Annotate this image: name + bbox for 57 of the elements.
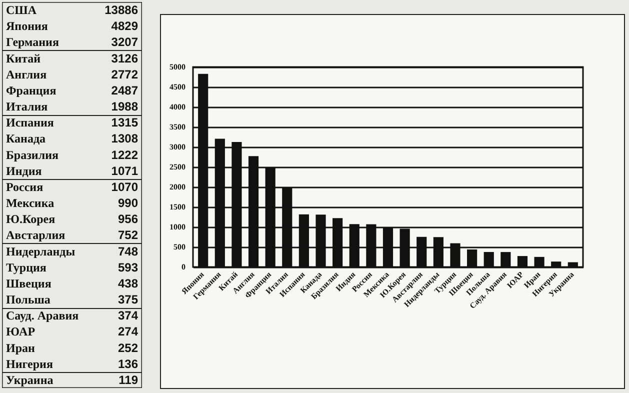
category-label: Нигерия bbox=[6, 356, 54, 371]
category-label: Нидерланды bbox=[6, 244, 76, 258]
category-label: Франция bbox=[6, 83, 57, 98]
data-label: 956 bbox=[118, 212, 138, 226]
category-label: Англия bbox=[6, 67, 48, 82]
y-tick-label: 4500 bbox=[170, 82, 186, 92]
data-label: 375 bbox=[118, 292, 138, 307]
y-tick-label: 500 bbox=[174, 242, 186, 252]
data-label: 1070 bbox=[111, 180, 138, 194]
data-label: 748 bbox=[118, 244, 138, 258]
data-label: 119 bbox=[118, 372, 138, 387]
category-label: Индия bbox=[6, 164, 42, 178]
data-label: 252 bbox=[118, 340, 138, 355]
data-label: 593 bbox=[118, 260, 138, 274]
category-label: Ю.Корея bbox=[6, 212, 56, 226]
data-label: 1308 bbox=[111, 132, 138, 146]
category-label: Россия bbox=[6, 180, 44, 194]
data-label: 136 bbox=[118, 356, 138, 371]
y-tick-label: 3000 bbox=[170, 142, 186, 152]
category-label: Испания bbox=[6, 116, 54, 130]
data-label: 374 bbox=[118, 308, 138, 323]
data-label: 1222 bbox=[111, 148, 138, 162]
data-label: 1071 bbox=[111, 164, 138, 178]
data-label: 2487 bbox=[111, 83, 138, 98]
category-label: Германия bbox=[6, 35, 60, 50]
y-tick-label: 1000 bbox=[170, 222, 186, 232]
category-label: Австарлия bbox=[6, 228, 66, 242]
category-label: Китай bbox=[6, 51, 41, 66]
data-label: 2772 bbox=[111, 67, 138, 82]
y-tick-label: 1500 bbox=[170, 202, 186, 212]
y-tick-label: 5000 bbox=[170, 62, 186, 72]
y-tick-label: 2500 bbox=[170, 162, 186, 172]
data-label: 1988 bbox=[111, 100, 138, 114]
category-label: США bbox=[6, 3, 37, 18]
data-label: 3207 bbox=[111, 35, 138, 50]
data-label: 990 bbox=[118, 196, 138, 210]
category-label: Мексика bbox=[6, 196, 54, 210]
y-tick-label: 0 bbox=[182, 262, 186, 272]
data-label: 752 bbox=[118, 228, 138, 242]
category-label: Сауд. Аравия bbox=[6, 308, 80, 323]
y-tick-label: 3500 bbox=[170, 122, 186, 132]
category-label: Украина bbox=[6, 372, 54, 387]
data-label: 3126 bbox=[111, 51, 138, 66]
category-label: Турция bbox=[6, 260, 47, 274]
data-label: 13886 bbox=[104, 3, 138, 18]
y-tick-label: 4000 bbox=[170, 102, 186, 112]
category-label: Япония bbox=[6, 19, 48, 34]
y-tick-label: 2000 bbox=[170, 182, 186, 192]
category-label: Канада bbox=[6, 132, 46, 146]
category-label: Италия bbox=[6, 100, 48, 114]
data-label: 438 bbox=[118, 276, 138, 290]
data-label: 1315 bbox=[111, 116, 138, 130]
data-label: 4829 bbox=[111, 19, 138, 34]
category-label: Иран bbox=[6, 340, 36, 355]
category-label: ЮАР bbox=[6, 324, 36, 339]
data-label: 274 bbox=[118, 324, 138, 339]
category-label: Бразилия bbox=[6, 148, 59, 162]
